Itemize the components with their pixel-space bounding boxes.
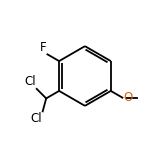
Text: Cl: Cl bbox=[31, 112, 42, 125]
Text: Cl: Cl bbox=[25, 75, 36, 88]
Text: F: F bbox=[40, 41, 47, 54]
Text: O: O bbox=[123, 91, 132, 104]
